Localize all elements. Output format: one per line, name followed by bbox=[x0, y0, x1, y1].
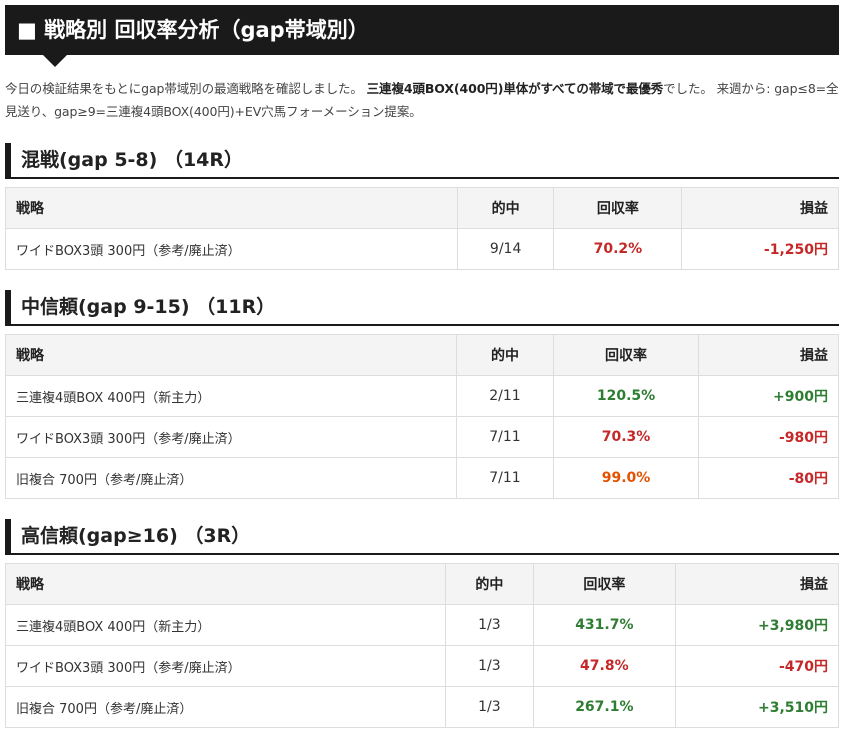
table-row: ワイドBOX3頭 300円（参考/廃止済） 9/14 70.2% -1,250円 bbox=[5, 228, 839, 270]
page: ■ 戦略別 回収率分析（gap帯域別） 今日の検証結果をもとにgap帯域別の最適戦… bbox=[4, 0, 840, 728]
table-cell: -470円 bbox=[674, 645, 840, 687]
table-row: ワイドBOX3頭 300円（参考/廃止済） 7/11 70.3% -980円 bbox=[4, 416, 839, 458]
intro-segment: 今日の検証結果をもとにgap帯域別の最適戦略を確認しました。 bbox=[5, 81, 367, 96]
column-header: 戦略 bbox=[4, 334, 458, 376]
table-row: 三連複4頭BOX 400円（新主力） 2/11 120.5% +900円 bbox=[4, 375, 839, 417]
table-cell: 431.7% bbox=[532, 604, 676, 646]
column-header: 戦略 bbox=[4, 563, 447, 605]
table-header-row: 戦略 的中 回収率 損益 bbox=[4, 334, 839, 376]
table-header-row: 戦略 的中 回収率 損益 bbox=[5, 187, 839, 229]
section-heading: 中信頼(gap 9-15) （11R） bbox=[5, 290, 839, 326]
table-row: ワイドBOX3頭 300円（参考/廃止済） 1/3 47.8% -470円 bbox=[4, 645, 840, 687]
table-cell: 9/14 bbox=[456, 228, 555, 270]
table-cell: 47.8% bbox=[532, 645, 676, 687]
table-cell: -980円 bbox=[698, 416, 839, 458]
column-header: 回収率 bbox=[553, 187, 683, 229]
table-cell: 7/11 bbox=[456, 457, 554, 499]
intro-text: 今日の検証結果をもとにgap帯域別の最適戦略を確認しました。 三連複4頭BOX(… bbox=[5, 77, 839, 123]
table-cell: ワイドBOX3頭 300円（参考/廃止済） bbox=[4, 416, 458, 458]
result-table: 戦略 的中 回収率 損益 ワイドBOX3頭 300円（参考/廃止済） 9/14 70.2% -… bbox=[5, 187, 839, 270]
column-header: 的中 bbox=[456, 187, 555, 229]
table-cell: 7/11 bbox=[456, 416, 554, 458]
table-cell: +900円 bbox=[698, 375, 839, 417]
page-header: ■ 戦略別 回収率分析（gap帯域別） bbox=[5, 5, 839, 67]
intro-segment: でした。 来週から: gap≤8=全見送り、gap≥9=三連複4頭BOX(400… bbox=[5, 81, 839, 119]
column-header: 損益 bbox=[674, 563, 840, 605]
column-header: 回収率 bbox=[532, 563, 676, 605]
table-cell: 旧複合 700円（参考/廃止済） bbox=[4, 686, 447, 728]
table-row: 旧複合 700円（参考/廃止済） 1/3 267.1% +3,510円 bbox=[4, 686, 840, 728]
table-cell: 120.5% bbox=[552, 375, 700, 417]
column-header: 損益 bbox=[681, 187, 839, 229]
section-heading: 高信頼(gap≥16) （3R） bbox=[5, 519, 839, 555]
result-table: 戦略 的中 回収率 損益 三連複4頭BOX 400円（新主力） 2/11 120.5% +90… bbox=[4, 334, 839, 499]
table-cell: 三連複4頭BOX 400円（新主力） bbox=[4, 375, 458, 417]
column-header: 的中 bbox=[456, 334, 554, 376]
table-cell: +3,980円 bbox=[674, 604, 840, 646]
column-header: 回収率 bbox=[552, 334, 700, 376]
table-row: 旧複合 700円（参考/廃止済） 7/11 99.0% -80円 bbox=[4, 457, 839, 499]
column-header: 戦略 bbox=[5, 187, 458, 229]
table-cell: 旧複合 700円（参考/廃止済） bbox=[4, 457, 458, 499]
table-cell: 99.0% bbox=[552, 457, 700, 499]
table-cell: 70.3% bbox=[552, 416, 700, 458]
table-cell: ワイドBOX3頭 300円（参考/廃止済） bbox=[5, 228, 458, 270]
table-header-row: 戦略 的中 回収率 損益 bbox=[4, 563, 840, 605]
intro-bold: 三連複4頭BOX(400円)単体がすべての帯域で最優秀 bbox=[366, 81, 664, 96]
table-cell: -80円 bbox=[698, 457, 839, 499]
table-cell: 267.1% bbox=[532, 686, 676, 728]
table-cell: -1,250円 bbox=[681, 228, 839, 270]
table-cell: 1/3 bbox=[445, 645, 534, 687]
table-cell: 1/3 bbox=[445, 686, 534, 728]
table-cell: 三連複4頭BOX 400円（新主力） bbox=[4, 604, 447, 646]
result-table: 戦略 的中 回収率 損益 三連複4頭BOX 400円（新主力） 1/3 431.7% +3,9… bbox=[4, 563, 840, 728]
table-cell: 1/3 bbox=[445, 604, 534, 646]
table-cell: 2/11 bbox=[456, 375, 554, 417]
table-cell: +3,510円 bbox=[674, 686, 840, 728]
table-cell: ワイドBOX3頭 300円（参考/廃止済） bbox=[4, 645, 447, 687]
column-header: 損益 bbox=[698, 334, 839, 376]
table-cell: 70.2% bbox=[553, 228, 683, 270]
section-heading: 混戦(gap 5-8) （14R） bbox=[5, 143, 839, 179]
table-row: 三連複4頭BOX 400円（新主力） 1/3 431.7% +3,980円 bbox=[4, 604, 840, 646]
column-header: 的中 bbox=[445, 563, 534, 605]
